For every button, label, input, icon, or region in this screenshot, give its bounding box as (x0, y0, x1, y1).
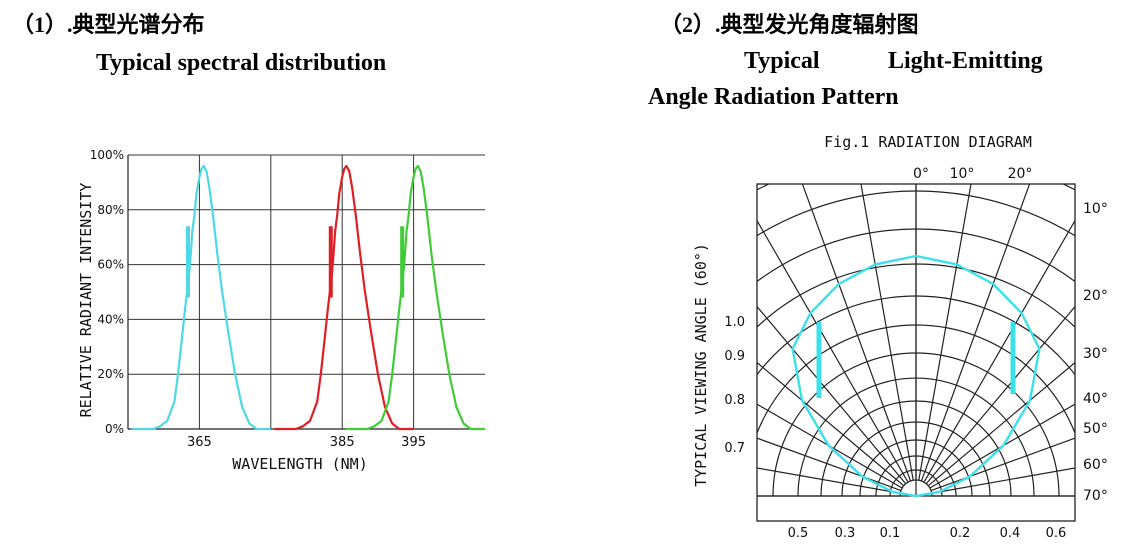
radiation-grid-ray (927, 361, 1075, 487)
radiation-section-title: （2）.典型发光角度辐射图 (660, 12, 919, 37)
top-angle-label: 10° (950, 166, 975, 182)
x-tick-label: 385 (330, 435, 355, 450)
spectrum-chart-subtitle: Typical spectral distribution (96, 50, 387, 76)
radiation-grid-ray (920, 184, 1031, 482)
right-angle-label: 10° (1083, 201, 1108, 217)
x-axis-label: WAVELENGTH (NM) (232, 455, 367, 473)
right-angle-label: 70° (1083, 488, 1108, 504)
top-angle-label: 0° (913, 166, 929, 182)
right-angle-label: 20° (1083, 288, 1108, 304)
bottom-scale-label: 0.5 (788, 526, 809, 541)
radiation-chart-title: Fig.1 RADIATION DIAGRAM (824, 133, 1032, 151)
spectrum-line-395nm (345, 164, 485, 431)
radiation-grid-ray (757, 219, 909, 483)
radiation-grid-ray (757, 437, 902, 492)
radiation-grid-ray (925, 305, 1075, 485)
radiation-grid-ray (923, 219, 1075, 483)
spectrum-line-385nm (274, 164, 414, 431)
bottom-scale-label: 0.2 (950, 526, 971, 541)
left-intensity-label: 0.8 (724, 393, 745, 408)
radiation-grid-ray (757, 467, 901, 494)
x-tick-label: 365 (187, 435, 212, 450)
spectrum-section-title: （1）.典型光谱分布 (12, 12, 205, 37)
y-axis-label: RELATIVE RADIANT INTENSITY (77, 183, 95, 418)
radiation-y-axis-label: TYPICAL VIEWING ANGLE (60°) (692, 243, 710, 487)
radiation-grid-ray (931, 467, 1075, 494)
y-tick-label: 0% (105, 422, 124, 436)
radiation-curve (791, 254, 1041, 498)
y-tick-label: 100% (90, 148, 124, 162)
x-tick-label: 395 (401, 435, 426, 450)
top-angle-label: 20° (1008, 166, 1033, 182)
left-intensity-label: 0.9 (724, 349, 745, 364)
radiation-subtitle-line2: Angle Radiation Pattern (648, 84, 899, 110)
y-tick-label: 60% (97, 258, 124, 272)
radiation-grid-ray (918, 184, 972, 481)
bottom-scale-label: 0.4 (1000, 526, 1021, 541)
radiation-grid-ray (929, 403, 1075, 489)
y-tick-label: 20% (97, 367, 124, 381)
radiation-grid-ray (930, 437, 1075, 492)
spectrum-line-365nm (131, 164, 271, 431)
left-intensity-label: 0.7 (724, 441, 745, 456)
radiation-grid-ray (757, 403, 903, 489)
left-intensity-label: 1.0 (724, 315, 745, 330)
radiation-subtitle-line1-a: Typical (744, 48, 820, 74)
right-angle-label: 60° (1083, 457, 1108, 473)
bottom-scale-label: 0.1 (880, 526, 901, 541)
y-tick-label: 40% (97, 312, 124, 326)
radiation-grid-ray (757, 361, 905, 487)
radiation-grid-ray (757, 305, 907, 485)
bottom-scale-label: 0.6 (1046, 526, 1067, 541)
right-angle-label: 30° (1083, 346, 1108, 362)
y-tick-label: 80% (97, 203, 124, 217)
radiation-subtitle-line1-b: Light-Emitting (888, 48, 1043, 74)
radiation-grid-ray (801, 184, 912, 482)
radiation-grid-ray (860, 184, 914, 481)
right-angle-label: 50° (1083, 421, 1108, 437)
right-angle-label: 40° (1083, 391, 1108, 407)
bottom-scale-label: 0.3 (835, 526, 856, 541)
